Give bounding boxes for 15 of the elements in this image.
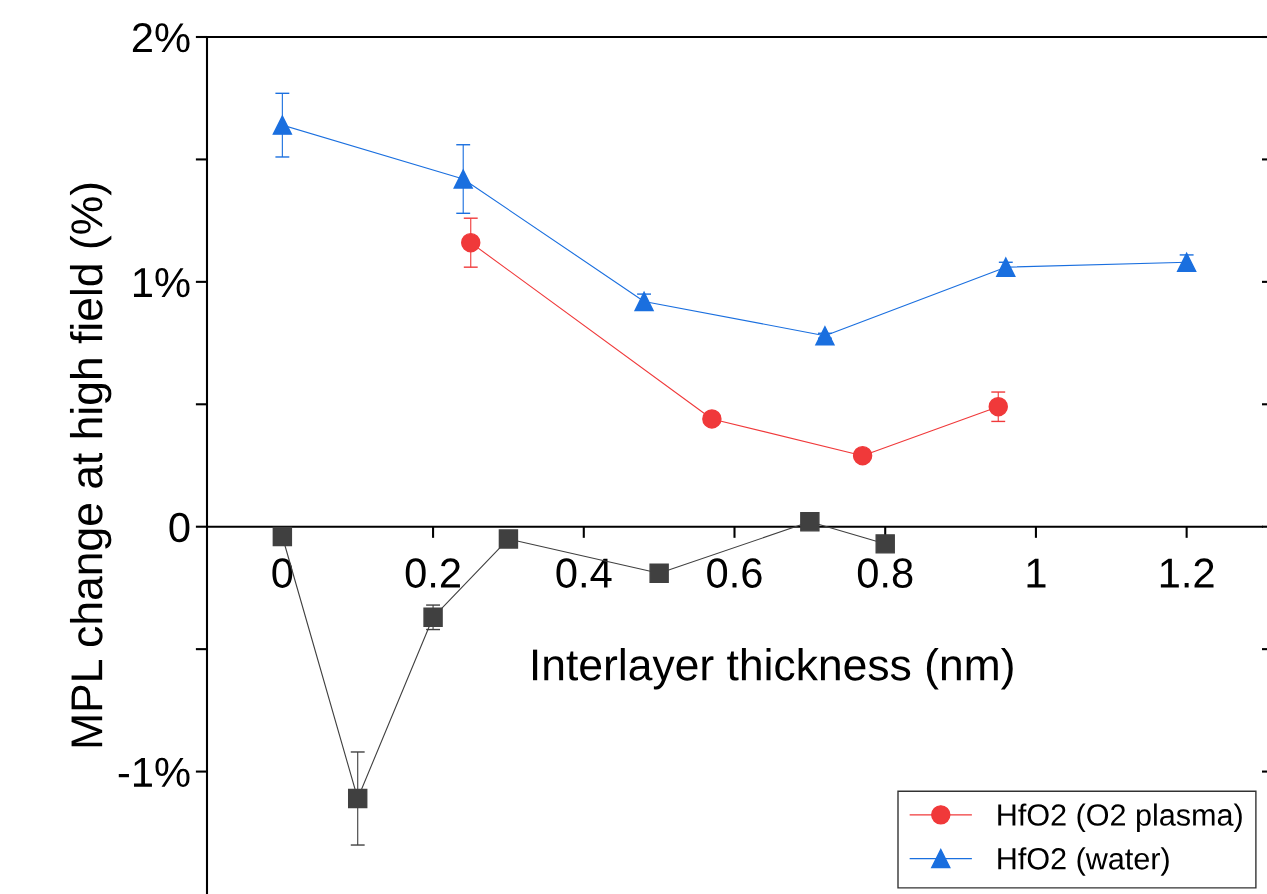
legend-label: HfO2 (O2 plasma) [998,803,1242,832]
x-tick-label: 0.4 [556,558,612,588]
x-axis-title: Interlayer thickness (nm) [533,648,1013,690]
y-axis-title: MPL change at high field (%) [69,183,112,747]
x-tick-label: 0.2 [405,558,460,588]
x-tick-label: 0.8 [857,558,913,588]
y-tick-label: -1% [118,757,190,787]
x-tick-label: 0 [272,558,293,588]
x-tick-label: 0.6 [707,558,762,588]
y-tick-label: 0 [169,512,190,543]
x-tick-label: 1 [1027,558,1046,588]
legend-label: HfO2 (water) [998,847,1169,876]
x-tick-label: 1.2 [1160,558,1214,588]
y-tick-label: 2% [132,23,190,53]
y-tick-label: 1% [133,268,190,298]
